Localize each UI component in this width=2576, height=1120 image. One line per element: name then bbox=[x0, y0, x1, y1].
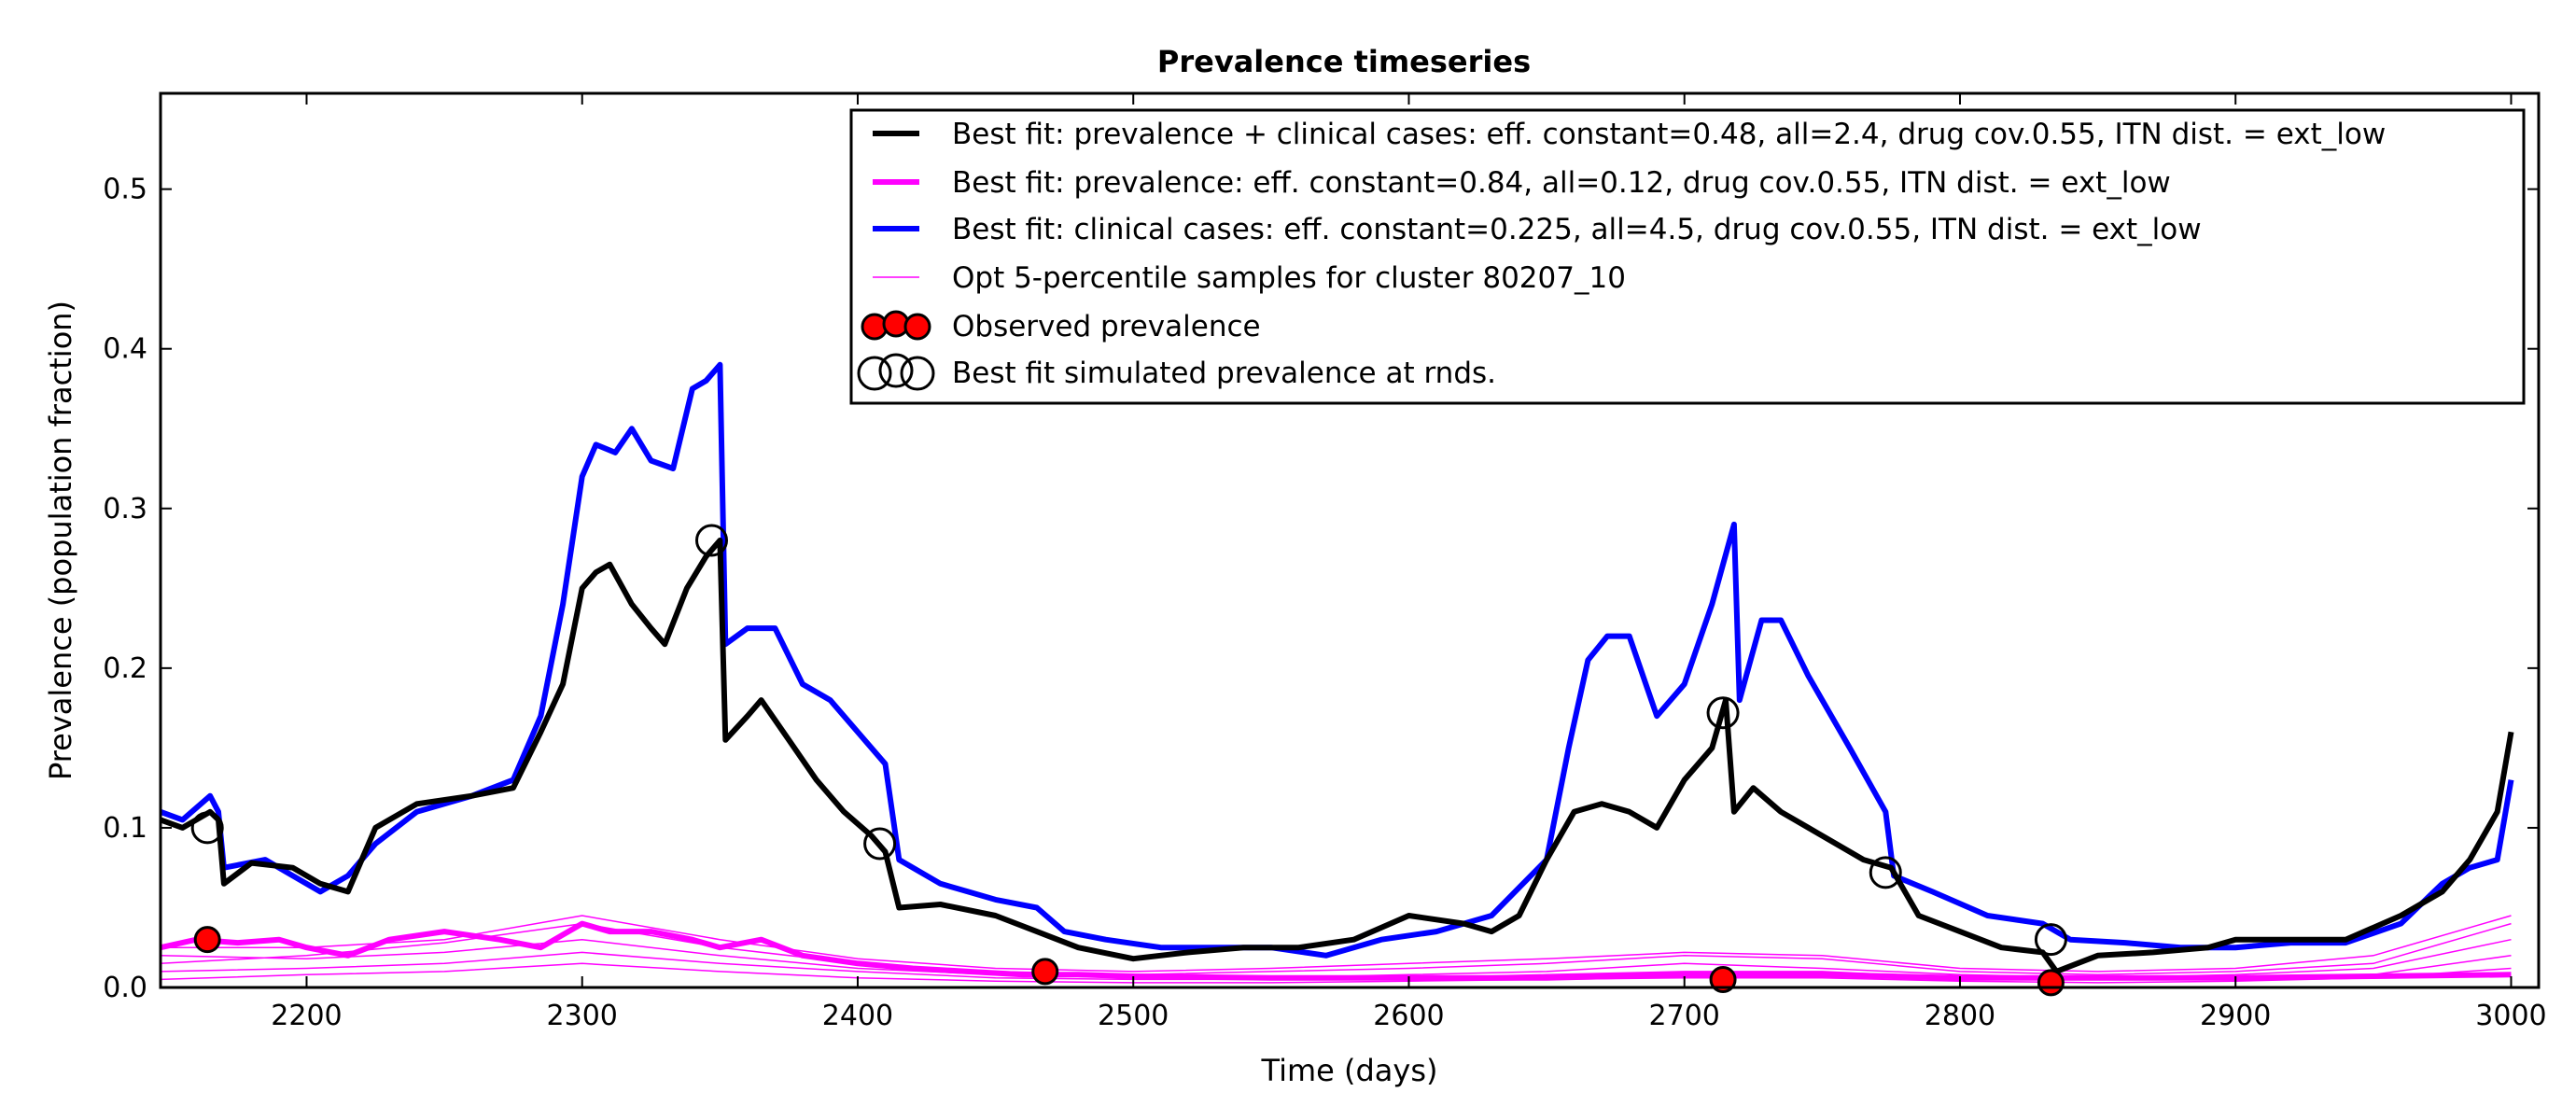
y-axis-label: Prevalence (population fraction) bbox=[43, 301, 78, 780]
simulated-point-1 bbox=[694, 524, 728, 557]
observed-point-0 bbox=[193, 926, 221, 954]
legend: Best fit: prevalence + clinical cases: e… bbox=[849, 108, 2526, 405]
legend-label-clinical: Best fit: clinical cases: eff. constant=… bbox=[952, 213, 2202, 246]
series-line-clinical bbox=[161, 361, 2514, 959]
y-tick-label: 0.0 bbox=[103, 972, 147, 1004]
tick-layer: 2200 2300 2400 2500 2600 2700 2800 2900 3000 0.0 0… bbox=[103, 93, 2547, 1032]
series-line-combined bbox=[161, 538, 2514, 974]
y-tick-label: 0.5 bbox=[103, 174, 147, 206]
marker-layer bbox=[190, 524, 2067, 997]
chart-title: Prevalence timeseries bbox=[1157, 44, 1531, 79]
sample-line-1 bbox=[161, 922, 2512, 976]
observed-point-3 bbox=[2037, 969, 2065, 997]
x-tick-label: 2800 bbox=[1925, 1000, 1995, 1032]
simulated-point-3 bbox=[1706, 696, 1740, 730]
simulated-point-2 bbox=[863, 827, 897, 861]
simulated-point-4 bbox=[1869, 856, 1902, 889]
x-axis-label: Time (days) bbox=[1261, 1053, 1438, 1088]
legend-swatch-observed bbox=[861, 310, 931, 341]
legend-label-prevalence: Best fit: prevalence: eff. constant=0.84… bbox=[952, 166, 2171, 200]
legend-box bbox=[849, 108, 2526, 405]
y-tick-label: 0.2 bbox=[103, 652, 147, 685]
y-tick-label: 0.3 bbox=[103, 493, 147, 525]
series-line-prevalence bbox=[161, 920, 2512, 981]
legend-label-combined: Best fit: prevalence + clinical cases: e… bbox=[952, 118, 2386, 151]
legend-label-observed: Observed prevalence bbox=[952, 310, 1261, 343]
plot-frame bbox=[159, 91, 2541, 989]
sample-line-4 bbox=[161, 962, 2512, 984]
x-tick-label: 2500 bbox=[1098, 1000, 1169, 1032]
x-tick-label: 2300 bbox=[547, 1000, 618, 1032]
simulated-point-0 bbox=[190, 811, 224, 845]
x-tick-label: 2900 bbox=[2200, 1000, 2271, 1032]
legend-swatch-simulated bbox=[857, 353, 935, 391]
observed-point-1 bbox=[1031, 958, 1059, 986]
x-tick-label: 2600 bbox=[1373, 1000, 1444, 1032]
simulated-point-5 bbox=[2034, 923, 2067, 957]
x-tick-label: 2700 bbox=[1649, 1000, 1720, 1032]
x-tick-label: 2400 bbox=[822, 1000, 893, 1032]
legend-label-samples: Opt 5-percentile samples for cluster 802… bbox=[952, 261, 1626, 295]
observed-point-2 bbox=[1709, 965, 1737, 993]
legend-label-simulated: Best fit simulated prevalence at rnds. bbox=[952, 357, 1496, 390]
y-tick-label: 0.4 bbox=[103, 333, 147, 366]
sample-line-3 bbox=[161, 915, 2512, 973]
series-layer bbox=[161, 361, 2514, 984]
y-tick-label: 0.1 bbox=[103, 812, 147, 845]
x-tick-label: 2200 bbox=[271, 1000, 342, 1032]
x-tick-label: 3000 bbox=[2475, 1000, 2546, 1032]
